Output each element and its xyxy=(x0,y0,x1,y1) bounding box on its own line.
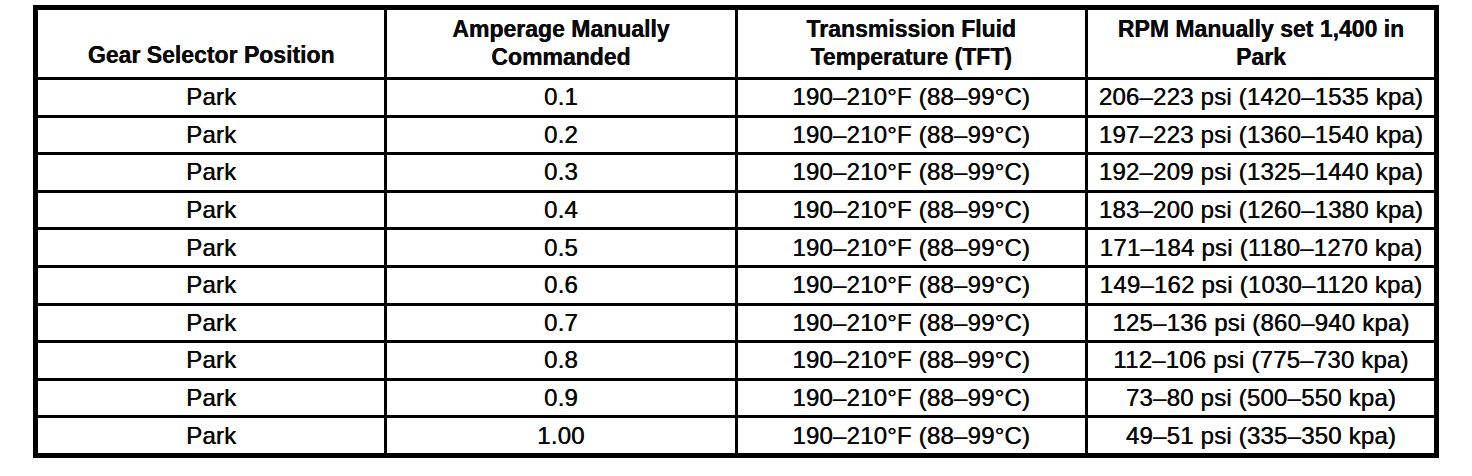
cell-line-pressure: 192–209 psi (1325–1440 kpa) xyxy=(1086,154,1436,192)
cell-tft: 190–210°F (88–99°C) xyxy=(736,154,1086,192)
cell-gear-selector: Park xyxy=(36,191,386,229)
cell-line-pressure: 49–51 psi (335–350 kpa) xyxy=(1086,417,1436,456)
cell-gear-selector: Park xyxy=(36,417,386,456)
cell-line-pressure: 112–106 psi (775–730 kpa) xyxy=(1086,342,1436,380)
table-row: Park0.2190–210°F (88–99°C)197–223 psi (1… xyxy=(36,116,1437,154)
cell-line-pressure: 183–200 psi (1260–1380 kpa) xyxy=(1086,191,1436,229)
cell-amperage: 0.3 xyxy=(386,154,736,192)
table-row: Park0.6190–210°F (88–99°C)149–162 psi (1… xyxy=(36,266,1437,304)
cell-line-pressure: 149–162 psi (1030–1120 kpa) xyxy=(1086,266,1436,304)
cell-tft: 190–210°F (88–99°C) xyxy=(736,229,1086,267)
cell-gear-selector: Park xyxy=(36,379,386,417)
cell-line-pressure: 125–136 psi (860–940 kpa) xyxy=(1086,304,1436,342)
table-row: Park0.5190–210°F (88–99°C)171–184 psi (1… xyxy=(36,229,1437,267)
cell-line-pressure: 73–80 psi (500–550 kpa) xyxy=(1086,379,1436,417)
cell-amperage: 0.5 xyxy=(386,229,736,267)
cell-gear-selector: Park xyxy=(36,229,386,267)
cell-tft: 190–210°F (88–99°C) xyxy=(736,379,1086,417)
cell-tft: 190–210°F (88–99°C) xyxy=(736,191,1086,229)
cell-gear-selector: Park xyxy=(36,116,386,154)
cell-gear-selector: Park xyxy=(36,304,386,342)
table-body: Park0.1190–210°F (88–99°C)206–223 psi (1… xyxy=(36,79,1437,456)
table-row: Park1.00190–210°F (88–99°C)49–51 psi (33… xyxy=(36,417,1437,456)
cell-amperage: 0.6 xyxy=(386,266,736,304)
cell-tft: 190–210°F (88–99°C) xyxy=(736,304,1086,342)
header-gear-selector-position: Gear Selector Position xyxy=(36,8,386,79)
cell-gear-selector: Park xyxy=(36,342,386,380)
cell-amperage: 0.7 xyxy=(386,304,736,342)
document-page: Gear Selector Position Amperage Manually… xyxy=(0,0,1472,476)
cell-amperage: 0.2 xyxy=(386,116,736,154)
pressure-spec-table: Gear Selector Position Amperage Manually… xyxy=(33,5,1439,458)
cell-tft: 190–210°F (88–99°C) xyxy=(736,266,1086,304)
header-amperage-manually-commanded: Amperage Manually Commanded xyxy=(386,8,736,79)
table-row: Park0.7190–210°F (88–99°C)125–136 psi (8… xyxy=(36,304,1437,342)
header-row: Gear Selector Position Amperage Manually… xyxy=(36,8,1437,79)
cell-tft: 190–210°F (88–99°C) xyxy=(736,116,1086,154)
table-row: Park0.3190–210°F (88–99°C)192–209 psi (1… xyxy=(36,154,1437,192)
cell-amperage: 0.4 xyxy=(386,191,736,229)
cell-amperage: 0.9 xyxy=(386,379,736,417)
cell-line-pressure: 171–184 psi (1180–1270 kpa) xyxy=(1086,229,1436,267)
table-row: Park0.9190–210°F (88–99°C)73–80 psi (500… xyxy=(36,379,1437,417)
header-rpm-manually-set: RPM Manually set 1,400 in Park xyxy=(1086,8,1436,79)
header-transmission-fluid-temperature: Transmission Fluid Temperature (TFT) xyxy=(736,8,1086,79)
cell-line-pressure: 197–223 psi (1360–1540 kpa) xyxy=(1086,116,1436,154)
cell-tft: 190–210°F (88–99°C) xyxy=(736,417,1086,456)
cell-gear-selector: Park xyxy=(36,154,386,192)
cell-gear-selector: Park xyxy=(36,266,386,304)
table-row: Park0.4190–210°F (88–99°C)183–200 psi (1… xyxy=(36,191,1437,229)
cell-amperage: 1.00 xyxy=(386,417,736,456)
cell-line-pressure: 206–223 psi (1420–1535 kpa) xyxy=(1086,79,1436,117)
cell-tft: 190–210°F (88–99°C) xyxy=(736,342,1086,380)
cell-tft: 190–210°F (88–99°C) xyxy=(736,79,1086,117)
table-row: Park0.8190–210°F (88–99°C)112–106 psi (7… xyxy=(36,342,1437,380)
table-row: Park0.1190–210°F (88–99°C)206–223 psi (1… xyxy=(36,79,1437,117)
cell-gear-selector: Park xyxy=(36,79,386,117)
cell-amperage: 0.1 xyxy=(386,79,736,117)
cell-amperage: 0.8 xyxy=(386,342,736,380)
